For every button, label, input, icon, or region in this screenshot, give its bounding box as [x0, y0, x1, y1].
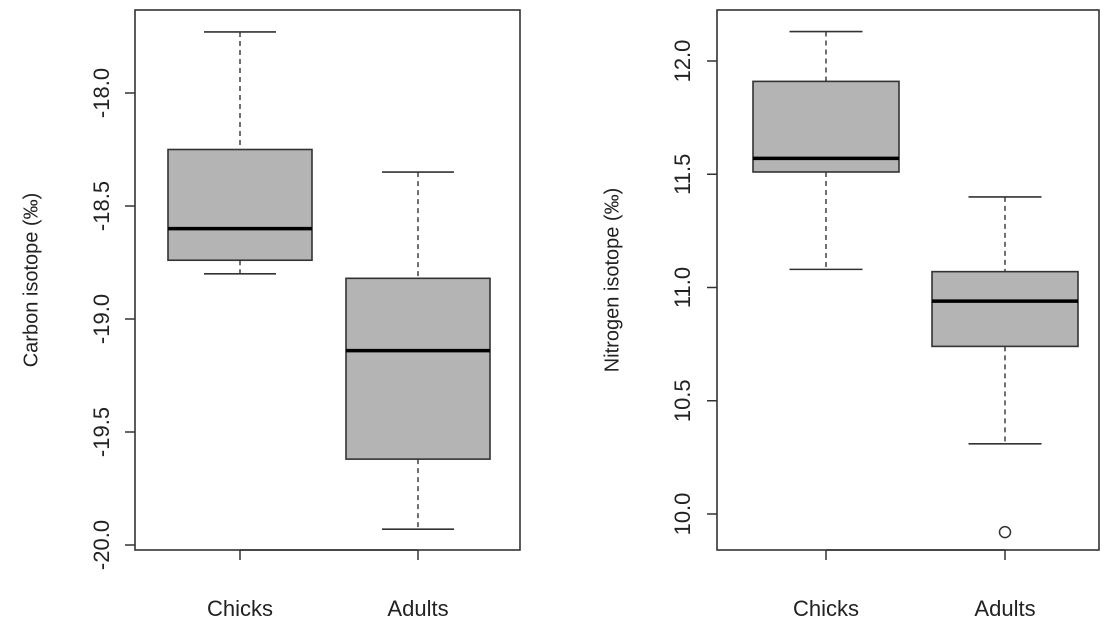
y-tick-label: -20.0 — [89, 520, 114, 570]
outlier-point — [998, 525, 1012, 539]
y-tick-label: 11.5 — [670, 154, 695, 195]
x-category-label: Chicks — [207, 596, 273, 621]
x-category-label: Adults — [974, 596, 1035, 621]
y-tick-label: -19.5 — [89, 407, 114, 457]
box-adults — [931, 270, 1079, 348]
y-tick-label: 11.0 — [670, 267, 695, 308]
box-chicks — [167, 148, 313, 262]
y-axis-label: Carbon isotope (‰) — [20, 193, 42, 368]
y-axis-label: Nitrogen isotope (‰) — [601, 188, 623, 373]
y-tick-label: 10.5 — [670, 379, 695, 422]
y-tick-label: -19.0 — [89, 294, 114, 344]
chart-panel-2: 10.0 10.5 11.0 11.5 12.0 Nitrogen isotope (‰)… — [601, 9, 1100, 621]
y-tick-label: 12.0 — [670, 40, 695, 83]
y-tick-label: -18.0 — [89, 68, 114, 118]
box-adults — [345, 277, 491, 460]
chart-panel-1: -18.0 -18.5 -19.0 -19.5 -20.0 Carbon isotope … — [20, 9, 521, 621]
x-category-label: Adults — [387, 596, 448, 621]
y-tick-label: 10.0 — [670, 493, 695, 536]
x-category-label: Chicks — [793, 596, 859, 621]
y-tick-label: -18.5 — [89, 181, 114, 231]
